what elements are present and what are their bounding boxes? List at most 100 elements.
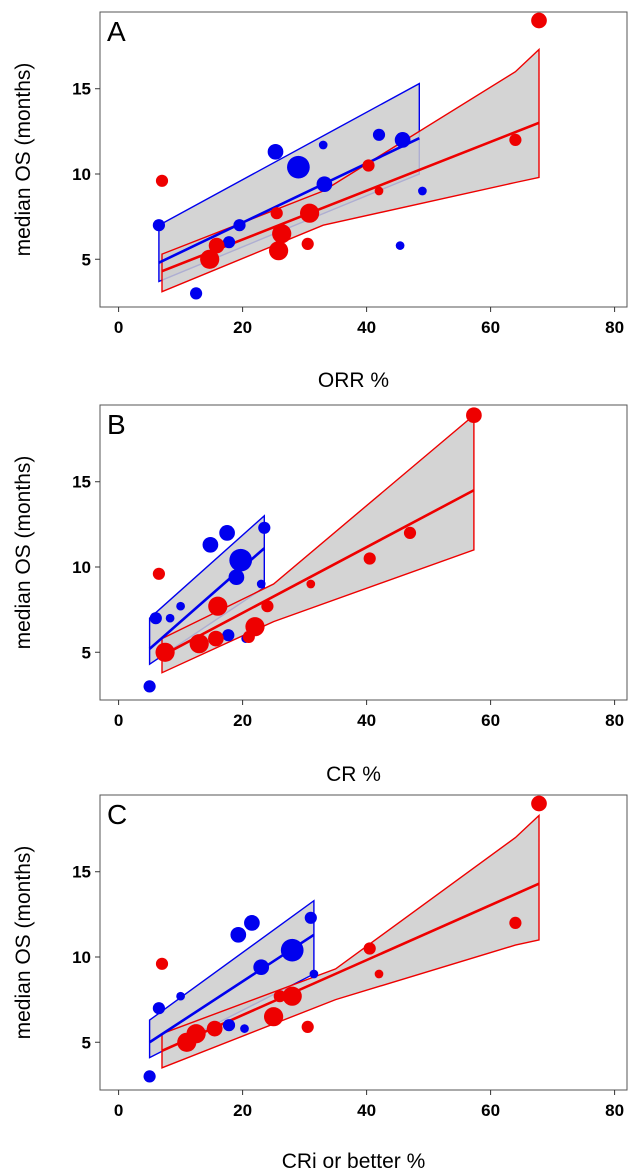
red-point-9 [374, 186, 384, 196]
red-point-3 [206, 1020, 223, 1037]
blue-point-7 [316, 176, 333, 193]
x-tick-label: 20 [233, 318, 252, 337]
red-point-3 [270, 207, 283, 220]
red-point-9 [363, 552, 376, 565]
red-point-0 [155, 957, 169, 970]
red-point-7 [261, 600, 274, 613]
blue-point-9 [395, 241, 405, 250]
blue-point-8 [229, 548, 253, 572]
y-axis-label: median OS (months) [12, 63, 35, 257]
blue-point-10 [394, 132, 411, 148]
red-point-6 [301, 237, 314, 250]
y-axis-label: median OS (months) [12, 846, 35, 1040]
red-confidence-band [161, 813, 540, 1069]
red-point-8 [363, 942, 376, 955]
x-tick-label: 80 [605, 318, 624, 337]
blue-point-3 [222, 1019, 236, 1032]
red-point-4 [269, 241, 289, 261]
red-point-8 [306, 579, 316, 589]
blue-point-3 [176, 601, 185, 611]
x-axis-label: ORR % [318, 369, 389, 392]
red-point-1 [155, 642, 175, 662]
red-point-0 [155, 174, 169, 187]
x-tick-label: 20 [233, 1101, 252, 1120]
blue-point-6 [244, 915, 260, 931]
x-tick-label: 20 [233, 711, 252, 730]
red-point-5 [273, 990, 286, 1003]
y-tick-label: 10 [72, 558, 91, 577]
red-point-11 [466, 407, 482, 424]
blue-point-2 [165, 613, 175, 623]
x-tick-label: 60 [481, 1101, 500, 1120]
red-confidence-band [161, 47, 540, 293]
x-tick-label: 40 [357, 318, 376, 337]
blue-point-0 [143, 1070, 156, 1083]
blue-point-5 [240, 1024, 249, 1033]
chart-panel-c: C 0 20 40 60 80 5 10 15 CRi or better % median OS … [12, 794, 628, 1173]
y-axis-label: median OS (months) [12, 456, 35, 650]
y-tick-label: 15 [72, 863, 91, 882]
red-point-7 [300, 203, 320, 223]
y-tick-label: 10 [72, 948, 91, 967]
blue-point-0 [143, 680, 156, 693]
red-point-1 [200, 249, 220, 269]
y-tick-label: 15 [72, 473, 91, 492]
panel-label: A [107, 16, 126, 47]
x-tick-label: 80 [605, 711, 624, 730]
blue-point-6 [318, 140, 328, 150]
blue-point-4 [202, 536, 219, 553]
red-point-11 [531, 12, 547, 29]
red-point-8 [362, 159, 375, 172]
blue-point-3 [233, 219, 246, 232]
chart-panel-a: A 0 20 40 60 80 5 10 15 ORR % median OS (months) [12, 11, 628, 392]
x-tick-label: 40 [357, 1101, 376, 1120]
x-tick-label: 0 [114, 318, 123, 337]
red-point-6 [245, 617, 265, 637]
panel-label: C [107, 799, 127, 830]
x-axis-label: CRi or better % [282, 1150, 426, 1173]
red-point-7 [301, 1020, 314, 1033]
red-point-2 [208, 237, 225, 254]
red-fit-line [161, 489, 475, 657]
red-point-0 [152, 567, 165, 580]
red-point-11 [531, 795, 547, 812]
blue-point-8 [280, 938, 304, 962]
blue-point-9 [304, 911, 317, 924]
red-point-2 [186, 1024, 206, 1044]
red-confidence-band [161, 413, 475, 674]
blue-point-4 [267, 143, 284, 160]
blue-point-1 [149, 612, 162, 625]
y-tick-label: 5 [82, 643, 91, 662]
x-tick-label: 60 [481, 318, 500, 337]
blue-point-1 [152, 1002, 165, 1015]
y-tick-label: 5 [82, 1033, 91, 1052]
red-point-10 [403, 526, 417, 540]
red-point-4 [208, 596, 228, 616]
red-point-3 [208, 630, 224, 647]
blue-point-0 [152, 219, 165, 232]
blue-point-10 [256, 579, 266, 589]
blue-point-1 [190, 287, 203, 300]
y-tick-label: 15 [72, 80, 91, 99]
red-point-10 [509, 916, 522, 930]
red-point-10 [509, 133, 522, 146]
blue-point-8 [372, 128, 386, 141]
panel-label: B [107, 409, 126, 440]
y-tick-label: 10 [72, 165, 91, 184]
blue-point-11 [258, 521, 271, 534]
blue-point-11 [418, 186, 427, 196]
x-tick-label: 80 [605, 1101, 624, 1120]
y-tick-label: 5 [82, 250, 91, 269]
x-tick-label: 40 [357, 711, 376, 730]
blue-point-7 [253, 959, 270, 976]
red-point-9 [374, 969, 384, 979]
blue-point-5 [287, 155, 310, 179]
x-axis-label: CR % [326, 763, 381, 786]
blue-point-2 [176, 991, 185, 1001]
chart-panel-b: B 0 20 40 60 80 5 10 15 CR % median OS (months) [12, 404, 628, 786]
blue-point-10 [309, 969, 319, 979]
blue-point-6 [222, 629, 235, 642]
blue-point-5 [219, 525, 235, 541]
x-tick-label: 0 [114, 711, 123, 730]
